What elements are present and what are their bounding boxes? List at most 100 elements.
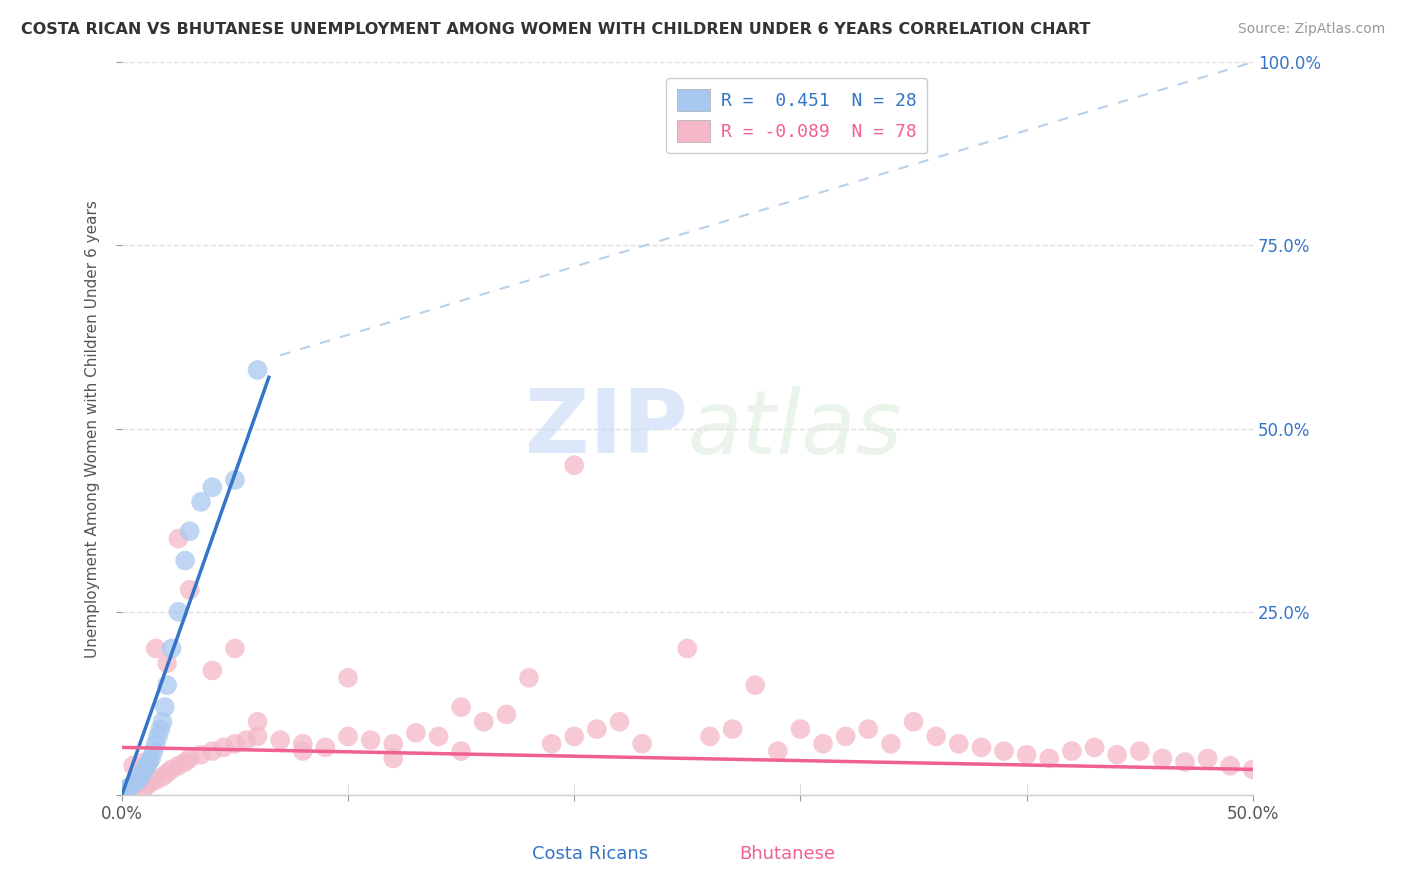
Point [167, 758, 190, 772]
Point [179, 582, 201, 597]
Text: Bhutanese: Bhutanese [740, 845, 835, 863]
Point [337, 730, 360, 744]
Text: Costa Ricans: Costa Ricans [533, 845, 648, 863]
Point [115, 782, 138, 797]
Point [1038, 751, 1060, 765]
Point [124, 775, 146, 789]
Point [160, 763, 183, 777]
Point [127, 773, 149, 788]
Point [156, 766, 179, 780]
Point [152, 770, 174, 784]
Point [201, 480, 224, 494]
Point [495, 707, 517, 722]
Point [1015, 747, 1038, 762]
Point [129, 770, 152, 784]
Point [382, 751, 405, 765]
Point [925, 730, 948, 744]
Point [134, 755, 156, 769]
Point [1107, 747, 1129, 762]
Point [314, 740, 336, 755]
Point [190, 495, 212, 509]
Point [880, 737, 903, 751]
Point [179, 751, 201, 765]
Point [789, 722, 811, 736]
Point [450, 744, 472, 758]
Point [744, 678, 766, 692]
Point [427, 730, 450, 744]
Point [131, 766, 153, 780]
Point [1083, 740, 1105, 755]
Point [212, 740, 235, 755]
Point [112, 784, 135, 798]
Point [145, 737, 167, 751]
Point [676, 641, 699, 656]
Point [122, 758, 145, 772]
Point [721, 722, 744, 736]
Point [122, 779, 145, 793]
Point [405, 725, 427, 739]
Point [201, 664, 224, 678]
Point [540, 737, 562, 751]
Point [138, 777, 160, 791]
Point [246, 730, 269, 744]
Point [174, 553, 197, 567]
Point [235, 733, 257, 747]
Point [152, 714, 174, 729]
Point [117, 780, 139, 795]
Point [562, 730, 585, 744]
Legend: R =  0.451  N = 28, R = -0.089  N = 78: R = 0.451 N = 28, R = -0.089 N = 78 [666, 78, 927, 153]
Point [145, 641, 167, 656]
Point [117, 780, 139, 795]
Point [138, 755, 160, 769]
Point [1241, 763, 1264, 777]
Point [134, 763, 156, 777]
Point [201, 744, 224, 758]
Point [562, 458, 585, 473]
Point [224, 473, 246, 487]
Point [811, 737, 834, 751]
Point [586, 722, 609, 736]
Point [135, 758, 157, 772]
Point [472, 714, 495, 729]
Point [699, 730, 721, 744]
Point [291, 744, 314, 758]
Point [1129, 744, 1152, 758]
Point [903, 714, 925, 729]
Point [122, 777, 145, 791]
Point [1060, 744, 1083, 758]
Point [146, 730, 169, 744]
Point [156, 678, 179, 692]
Point [127, 777, 149, 791]
Y-axis label: Unemployment Among Women with Children Under 6 years: Unemployment Among Women with Children U… [86, 200, 100, 657]
Point [337, 671, 360, 685]
Point [167, 605, 190, 619]
Point [190, 747, 212, 762]
Point [167, 532, 190, 546]
Point [834, 730, 856, 744]
Point [450, 700, 472, 714]
Point [224, 737, 246, 751]
Point [112, 784, 135, 798]
Point [141, 751, 163, 765]
Point [1152, 751, 1174, 765]
Point [269, 733, 291, 747]
Point [766, 744, 789, 758]
Point [246, 363, 269, 377]
Text: ZIP: ZIP [524, 385, 688, 472]
Point [145, 773, 167, 788]
Point [142, 744, 165, 758]
Point [224, 641, 246, 656]
Point [120, 779, 142, 793]
Point [360, 733, 382, 747]
Point [131, 775, 153, 789]
Point [382, 737, 405, 751]
Point [970, 740, 993, 755]
Point [993, 744, 1015, 758]
Text: COSTA RICAN VS BHUTANESE UNEMPLOYMENT AMONG WOMEN WITH CHILDREN UNDER 6 YEARS CO: COSTA RICAN VS BHUTANESE UNEMPLOYMENT AM… [21, 22, 1091, 37]
Point [858, 722, 880, 736]
Point [179, 524, 201, 539]
Point [115, 782, 138, 797]
Point [517, 671, 540, 685]
Point [1174, 755, 1197, 769]
Point [1197, 751, 1219, 765]
